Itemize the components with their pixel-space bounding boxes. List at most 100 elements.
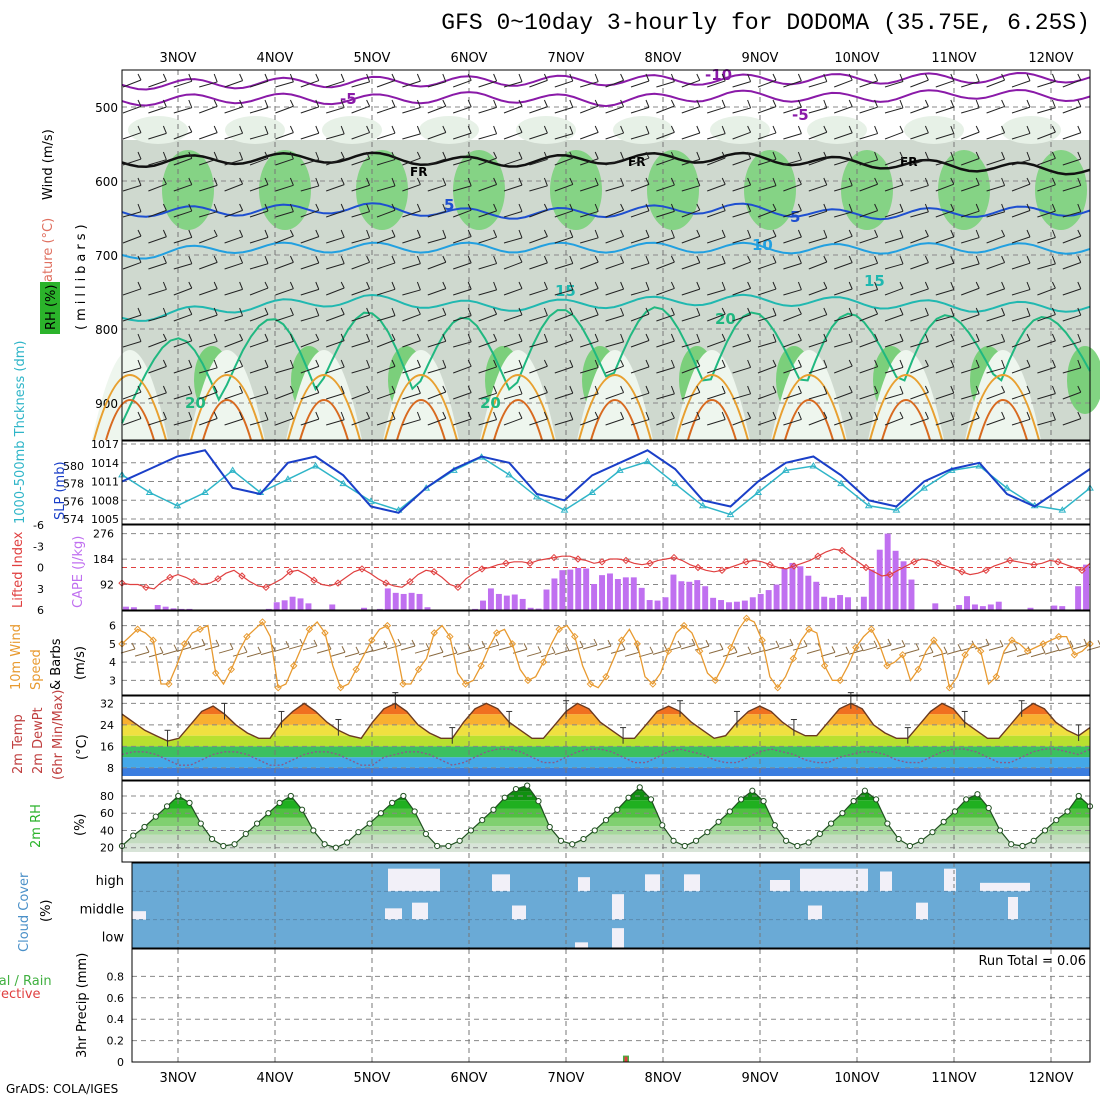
date-label-top: 7NOV — [548, 51, 585, 66]
panel-bg — [122, 441, 1090, 524]
pressure-tick-label: 600 — [95, 175, 118, 189]
rh-point — [693, 838, 698, 843]
axis-label-temp-unit: (°C) — [75, 734, 90, 760]
rh-tick-label: 80 — [100, 790, 114, 803]
wind-axis-title: 10m Wind — [9, 624, 24, 690]
cape-bar — [766, 590, 772, 610]
cape-tick-label: 276 — [93, 528, 114, 541]
cape-bar — [290, 597, 296, 610]
contour-label: 15 — [555, 282, 576, 300]
rh-point — [288, 793, 293, 798]
rh-point — [502, 795, 507, 800]
rh-point — [783, 838, 788, 843]
cloud-clear-block — [388, 869, 440, 892]
rh-point — [896, 836, 901, 841]
axis-label-lifted-index: Lifted Index — [11, 531, 26, 608]
rh-point — [626, 795, 631, 800]
rh-green-patch — [162, 150, 214, 230]
cape-bar — [607, 573, 613, 610]
cape-bar — [504, 596, 510, 610]
cape-bar — [996, 602, 1002, 610]
rh-point — [435, 843, 440, 848]
axis-label-wind10-d: (m/s) — [73, 646, 88, 680]
cape-bar — [480, 601, 486, 610]
rh-point — [513, 786, 518, 791]
cape-bar — [861, 597, 867, 610]
rh-point — [682, 843, 687, 848]
precip-tick-label: 0.8 — [107, 970, 125, 983]
rh-point — [570, 842, 575, 847]
cloud-clear-block — [132, 911, 146, 920]
contour-label: -10 — [705, 66, 732, 84]
rh-point — [997, 828, 1002, 833]
rh-point — [1009, 842, 1014, 847]
cape-bar — [385, 588, 391, 610]
cape-bar — [575, 568, 581, 610]
rh-point — [1054, 817, 1059, 822]
pressure-tick-label: 700 — [95, 249, 118, 263]
rh-light-patch — [710, 116, 770, 144]
rh-point — [829, 821, 834, 826]
precip-tick-label: 0.4 — [107, 1013, 125, 1026]
cloud-cover-panel: highmiddlelowCloud Cover (%) — [17, 863, 1090, 952]
date-label-bottom: 7NOV — [548, 1071, 585, 1086]
cape-bar — [274, 602, 280, 610]
rh-point — [1065, 809, 1070, 814]
cloud-clear-block — [770, 880, 790, 891]
date-label-bottom: 3NOV — [160, 1071, 197, 1086]
li-tick-label: -3 — [33, 540, 44, 553]
date-label-top: 9NOV — [742, 51, 779, 66]
slp-tick-label: 1017 — [91, 438, 119, 451]
pressure-tick-label: 500 — [95, 101, 118, 115]
cape-bar — [631, 577, 637, 610]
rh-point — [311, 828, 316, 833]
wind-axis-title-3: & Barbs — [49, 638, 64, 690]
temp-tick-label: 8 — [107, 762, 114, 775]
date-label-bottom: 4NOV — [257, 1071, 294, 1086]
rh-point — [446, 843, 451, 848]
cape-bar — [710, 598, 716, 610]
slp-tick-label: 1014 — [91, 457, 119, 470]
cape-bar — [615, 579, 621, 610]
rh-point — [603, 817, 608, 822]
rh-point — [885, 821, 890, 826]
precip-tick-label: 0.6 — [107, 992, 125, 1005]
rh-point — [547, 824, 552, 829]
cloud-unit-title: (%) — [39, 900, 54, 923]
date-label-bottom: 8NOV — [645, 1071, 682, 1086]
upper-air-panel: 500600700800900-10-5-5FRFR FR551015152020… — [40, 66, 1100, 440]
cape-bar — [972, 604, 978, 610]
axis-label-cloud-unit: (%) — [39, 900, 54, 923]
wind-tick-label: 5 — [109, 638, 116, 651]
cape-bar — [678, 581, 684, 610]
cape-tick-label: 184 — [93, 553, 114, 566]
axis-label-wind10-b: Speed — [29, 649, 44, 690]
cloud-axis-title: Cloud Cover — [17, 872, 32, 952]
rh-axis-title: 2m RH — [29, 804, 44, 848]
cape-bar — [1075, 586, 1081, 610]
cape-bar — [829, 598, 835, 610]
wind-axis-title-2: Speed — [29, 649, 44, 690]
temp-band — [122, 768, 1090, 776]
axis-label-millibars: (millibars) — [74, 220, 89, 330]
rh-point — [750, 788, 755, 793]
rh-point — [131, 833, 136, 838]
cape-bar — [298, 598, 304, 610]
axis-label-cloud: Cloud Cover — [17, 872, 32, 952]
cape-bar — [512, 595, 518, 610]
cape-bar — [845, 597, 851, 610]
rh-point — [153, 814, 158, 819]
cloud-clear-block — [412, 903, 428, 920]
rh-point — [266, 811, 271, 816]
li-axis-title: Lifted Index — [11, 531, 26, 608]
rh-point — [919, 838, 924, 843]
axis-label-rh2m: 2m RH — [29, 804, 44, 848]
rh-point — [412, 809, 417, 814]
cape-bar — [726, 602, 732, 610]
cape-bar — [417, 594, 423, 610]
rh-point — [615, 807, 620, 812]
temp-band — [122, 757, 1090, 768]
contour-label: 20 — [185, 394, 206, 412]
cape-bar — [591, 584, 597, 610]
contour-label: 5 — [790, 208, 800, 226]
